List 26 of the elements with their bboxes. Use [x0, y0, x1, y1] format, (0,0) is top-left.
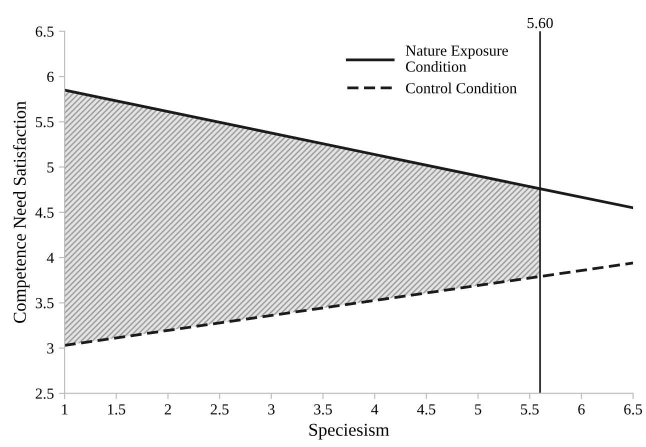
legend-label: Nature Exposure Condition	[406, 46, 508, 72]
y-tick-label: 5	[47, 162, 54, 173]
y-tick-label: 4	[46, 252, 54, 263]
y-tick-label: 5.5	[36, 117, 54, 128]
x-axis-title: Speciesism	[309, 424, 390, 440]
x-tick-label: 4	[371, 404, 378, 414]
x-tick-label: 1	[62, 404, 68, 414]
y-tick-label: 3	[47, 343, 54, 354]
x-tick-label: 2	[164, 404, 171, 414]
x-tick-label: 2.5	[210, 404, 229, 415]
x-tick-label: 5.5	[521, 404, 539, 415]
y-tick-label: 6	[47, 72, 54, 82]
x-tick-label: 6.5	[624, 404, 642, 415]
y-tick-label: 6.5	[36, 26, 54, 37]
ref-line-label: 5.60	[528, 18, 553, 28]
x-tick-label: 3.5	[314, 404, 332, 415]
x-tick-label: 6	[578, 404, 585, 415]
y-tick-label: 3.5	[36, 298, 54, 308]
legend-label: Control Condition	[406, 82, 517, 94]
x-tick-label: 5	[475, 404, 482, 415]
y-tick-label: 2.5	[36, 388, 54, 399]
y-axis-title: Competence Need Satisfaction	[12, 101, 30, 323]
x-tick-label: 4.5	[417, 404, 436, 415]
x-tick-label: 3	[268, 404, 275, 415]
x-tick-label: 1.5	[108, 404, 126, 415]
y-tick-label: 4.5	[35, 208, 54, 218]
